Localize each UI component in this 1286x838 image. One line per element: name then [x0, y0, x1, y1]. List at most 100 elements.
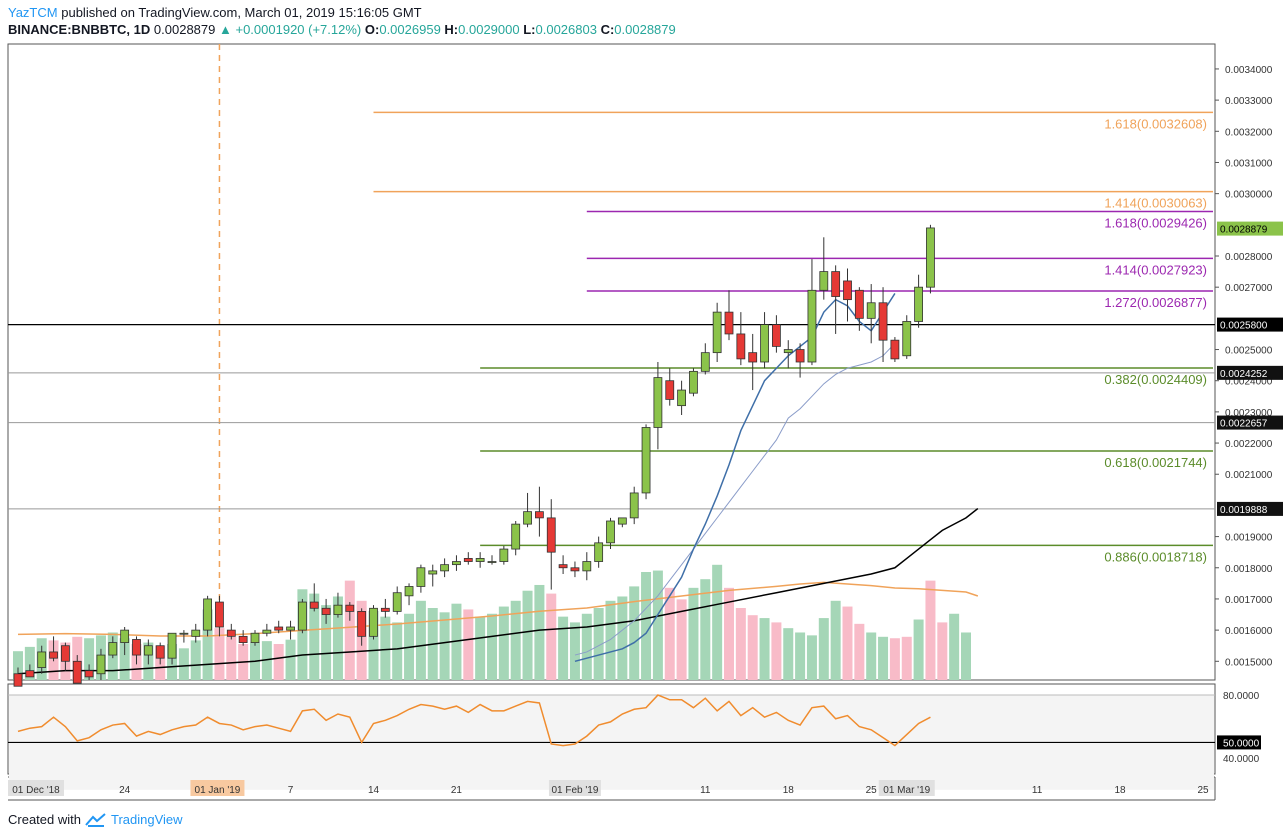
- close-value: 0.0028879: [614, 22, 676, 37]
- volume-bar: [937, 622, 948, 680]
- x-tick-label: 18: [1114, 785, 1126, 796]
- volume-bar: [475, 616, 486, 680]
- x-tick-label: 14: [368, 785, 380, 796]
- y-tick-label: 0.0033000: [1225, 96, 1273, 107]
- volume-bar: [309, 593, 320, 680]
- candle-body: [392, 592, 402, 612]
- volume-bar: [202, 609, 213, 680]
- high-label: H:: [444, 22, 459, 37]
- y-tick-label: 0.0028000: [1225, 252, 1273, 263]
- volume-bar: [569, 622, 580, 680]
- x-tick-label: 01 Dec '18: [12, 785, 60, 796]
- y-tick-label: 0.0024000: [1225, 377, 1273, 388]
- candle-body: [321, 607, 331, 615]
- volume-bar: [581, 613, 592, 680]
- candle-body: [37, 651, 47, 668]
- level-price-label: 0.0019888: [1220, 505, 1268, 516]
- candle-body: [736, 333, 746, 360]
- high-value: 0.0029000: [458, 22, 520, 37]
- price-change: +0.0001920 (+7.12%): [235, 22, 362, 37]
- volume-bar: [392, 622, 403, 680]
- candle-body: [783, 349, 793, 354]
- volume-bar: [818, 618, 829, 680]
- fib-level-label: 1.618(0.0032608): [1104, 116, 1207, 131]
- candle-body: [49, 651, 58, 659]
- volume-bar: [878, 636, 889, 680]
- x-feb-box: [548, 780, 601, 796]
- volume-bar: [214, 628, 225, 680]
- x-highlight-label: 01 Jan '19: [195, 785, 241, 796]
- volume-bar: [24, 646, 35, 680]
- candle-body: [404, 586, 414, 597]
- x-tick-label: 21: [451, 785, 463, 796]
- candle-body: [380, 607, 390, 612]
- volume-bar: [759, 618, 770, 680]
- volume-bar: [451, 603, 462, 680]
- candle-body: [606, 520, 615, 544]
- volume-bar: [593, 608, 604, 680]
- volume-bar: [925, 580, 936, 680]
- candle-body: [487, 561, 497, 563]
- volume-bar: [771, 622, 782, 680]
- y-tick-label: 0.0032000: [1225, 127, 1273, 138]
- candle-body: [155, 645, 165, 659]
- y-tick-label: 0.0021000: [1225, 470, 1273, 481]
- candle-body: [416, 567, 426, 587]
- candle-body: [641, 427, 651, 494]
- low-label: L:: [523, 22, 536, 37]
- candle-body: [250, 632, 260, 643]
- volume-bar: [119, 638, 130, 680]
- candle-body: [108, 642, 118, 656]
- candle-body: [535, 511, 544, 519]
- level-price-box: [1217, 365, 1283, 380]
- candle-body: [866, 302, 876, 319]
- x-tick-label: 18: [783, 785, 795, 796]
- rsi-50-box: [1217, 735, 1261, 750]
- candle-body: [369, 607, 378, 637]
- candle-body: [25, 670, 35, 678]
- created-with-label: Created with: [8, 812, 81, 827]
- volume-bar: [344, 580, 355, 680]
- candle-body: [345, 604, 355, 612]
- candle-body: [203, 598, 213, 631]
- x-tick-label: 24: [119, 785, 131, 796]
- author-link[interactable]: YazTCM: [8, 5, 58, 20]
- volume-bar: [285, 639, 296, 680]
- footer: Created with TradingView: [8, 812, 183, 827]
- open-label: O:: [364, 22, 380, 37]
- volume-bar: [522, 590, 533, 680]
- candle-body: [594, 542, 604, 562]
- volume-bar: [961, 632, 971, 680]
- close-label: C:: [600, 22, 615, 37]
- volume-bar: [795, 632, 806, 680]
- candle-body: [795, 349, 805, 363]
- volume-bar: [321, 605, 332, 680]
- volume-bar: [534, 584, 545, 680]
- publish-line: YazTCM published on TradingView.com, Mar…: [8, 5, 422, 20]
- volume-bar: [783, 628, 794, 680]
- fib-level-label: 0.382(0.0024409): [1104, 372, 1207, 387]
- level-price-box: [1217, 317, 1283, 332]
- candle-body: [902, 321, 912, 357]
- x-feb-label: 01 Feb '19: [551, 785, 598, 796]
- volume-bar: [546, 593, 557, 680]
- volume-bar: [688, 587, 699, 680]
- ohlc-line: BINANCE:BNBBTC, 1D 0.0028879 ▲ +0.000192…: [8, 22, 676, 37]
- candle-body: [132, 639, 141, 656]
- candle-body: [120, 629, 130, 643]
- candle-body: [499, 548, 509, 562]
- volume-bar: [747, 615, 758, 680]
- volume-ma-line: [17, 581, 979, 637]
- candle-body: [226, 629, 236, 637]
- candle-body: [167, 632, 177, 659]
- x-tick-label: 25: [866, 785, 878, 796]
- candle-body: [665, 380, 675, 400]
- candle-body: [215, 601, 224, 628]
- candle-body: [238, 635, 248, 643]
- tradingview-brand[interactable]: TradingView: [110, 812, 183, 827]
- last-price: 0.0028879: [153, 22, 216, 37]
- x-tick-label: 11: [700, 785, 711, 796]
- ma-50-line: [574, 342, 896, 656]
- volume-bar: [415, 600, 426, 680]
